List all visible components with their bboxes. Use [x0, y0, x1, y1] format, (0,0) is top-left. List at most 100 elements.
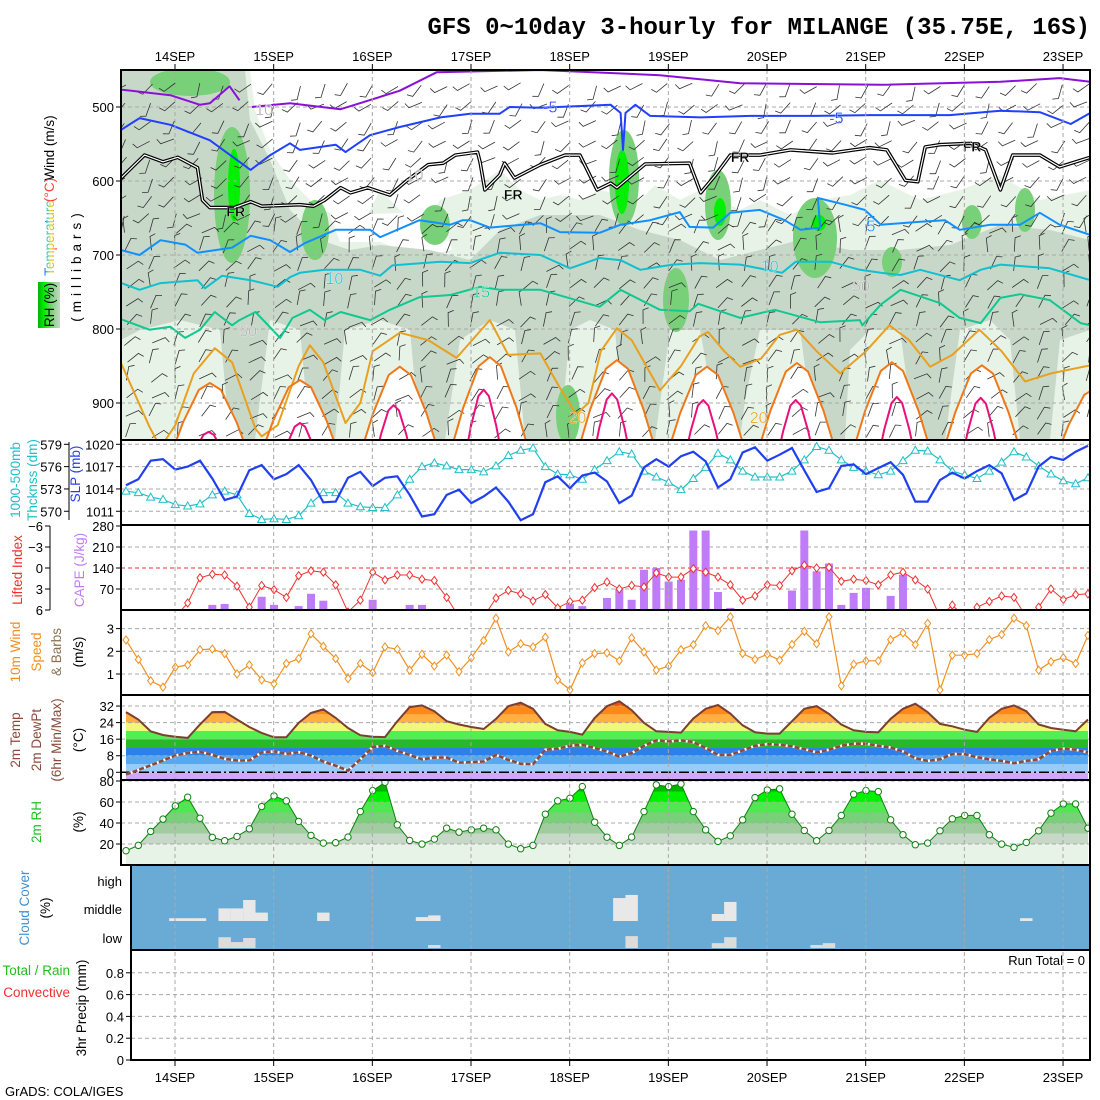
wind-speed-point	[776, 655, 784, 665]
cloud-cover-units: (%)	[38, 898, 53, 919]
lifted-index-point	[1035, 602, 1043, 610]
wind-barb	[137, 196, 153, 209]
thickness-point	[281, 514, 292, 523]
wind-barb	[334, 138, 349, 151]
wind-barb	[775, 102, 791, 114]
isotherm-freezing-level-inner	[121, 142, 1090, 209]
wind-barb	[521, 349, 535, 363]
wind-barb	[678, 104, 695, 115]
isotherm-25	[1061, 390, 1090, 440]
wind-barb	[206, 103, 224, 113]
isotherm-30	[467, 388, 500, 440]
lifted-index-point	[208, 569, 216, 580]
wind-barb	[715, 278, 733, 289]
rh-point	[899, 831, 907, 839]
wind-barb	[873, 215, 889, 227]
wind-barb	[348, 274, 358, 290]
isotherm-contours	[121, 70, 1090, 440]
thickness-point	[626, 448, 637, 458]
wind-barb	[421, 234, 428, 252]
wind-barb	[472, 274, 482, 290]
wind-barb	[750, 141, 768, 148]
lifted-index-point	[356, 595, 364, 606]
lifted-index-point	[850, 574, 858, 585]
rh-point	[146, 827, 155, 836]
wind-barb	[395, 399, 402, 418]
wind-barb	[387, 194, 399, 209]
wind-barb	[1011, 278, 1029, 288]
wind-barb	[843, 295, 860, 306]
wind-barb	[765, 384, 773, 402]
wind-barb	[387, 121, 398, 136]
wind-barb	[1038, 385, 1050, 401]
wind-barb	[262, 176, 274, 190]
wind-barb	[419, 386, 433, 400]
wind-barb	[949, 158, 966, 168]
wind-barb	[158, 176, 175, 188]
rh-tick-label: 40	[100, 816, 114, 831]
wind-barb	[801, 121, 817, 134]
wind-speed-point	[628, 633, 636, 643]
wind-barb	[280, 214, 298, 223]
isotherm-15	[121, 285, 1090, 339]
wind-speed-point	[985, 634, 993, 645]
wind-barb	[791, 388, 809, 398]
wind-barb	[223, 221, 240, 233]
wind-barb	[975, 121, 989, 135]
thickness-point	[454, 464, 464, 474]
rh-point	[504, 840, 513, 848]
wind-barb	[946, 101, 964, 112]
wind-barb	[1052, 84, 1063, 100]
wind-barb	[349, 388, 367, 399]
wind-speed-point	[504, 647, 512, 657]
temperature-band	[126, 714, 1088, 723]
wind-barb	[1046, 194, 1065, 202]
wind-barb	[568, 222, 583, 235]
wind-barb	[817, 392, 835, 398]
cloud-cell-middle	[218, 908, 231, 921]
wind-barb	[139, 159, 151, 174]
lifted-index-point	[184, 598, 192, 608]
wind-barb	[483, 119, 495, 134]
wind-speed-point	[233, 669, 241, 679]
wind-barb	[421, 350, 437, 362]
wind-barb	[295, 233, 302, 251]
wind-barb	[644, 403, 657, 417]
temperature-line	[125, 700, 1089, 739]
wind-speed-point	[381, 642, 389, 652]
contour-label: 15	[472, 284, 490, 301]
slp-labels: 1000-500mb Thcknss (dm) SLP (mb)	[8, 439, 83, 521]
wind-barb	[430, 176, 449, 184]
wind-barb	[557, 103, 569, 118]
wind-barb	[324, 356, 342, 365]
rh-point	[825, 826, 833, 835]
wind-barb	[274, 311, 289, 324]
warm-layer-fill	[364, 366, 435, 440]
wind-barb	[803, 158, 819, 171]
wind-speed-point	[319, 641, 327, 652]
cloud-cell-low	[625, 936, 638, 948]
cloud-cell-low	[243, 938, 256, 948]
rh-label: 2m RH	[29, 801, 44, 843]
precip-total-rain-label: Total / Rain	[2, 963, 70, 978]
lifted-index-point	[245, 602, 253, 610]
rh-point	[245, 825, 254, 833]
rh-point	[159, 815, 167, 823]
lifted-index-tick-label: 6	[36, 603, 43, 618]
wind-speed-point	[1010, 613, 1018, 623]
contour-label: 20	[750, 410, 768, 427]
wind-barb	[700, 214, 719, 221]
wind-barb	[273, 264, 291, 272]
wind-barb	[891, 280, 909, 289]
wind-barb	[997, 139, 1016, 147]
rh-point	[282, 797, 291, 805]
wind-barb	[990, 389, 1008, 399]
isotherm-5	[121, 197, 1090, 256]
temperature-tick-label: 24	[100, 716, 114, 731]
wind-barb	[916, 392, 934, 400]
contour-label: 10	[761, 258, 779, 275]
temp-label-line1: 2m Temp	[8, 712, 23, 767]
wind-barb	[838, 367, 851, 382]
wind-speed-point	[837, 680, 845, 691]
wind-barb	[199, 313, 212, 328]
